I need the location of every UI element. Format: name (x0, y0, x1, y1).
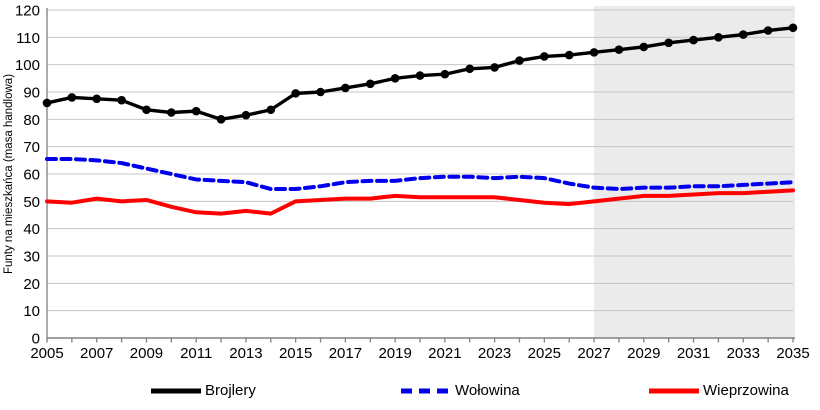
y-tick-label: 120 (15, 3, 40, 20)
data-point-brojlery (614, 45, 624, 54)
data-point-brojlery (291, 89, 300, 98)
y-tick-label: 0 (32, 331, 40, 348)
forecast-shaded-region (594, 6, 795, 338)
y-tick-label: 70 (23, 139, 40, 156)
data-point-brojlery (540, 52, 549, 61)
y-tick-label: 40 (23, 221, 40, 238)
wolowina-line-sample (401, 388, 451, 393)
legend-item-brojlery: Brojlery (150, 382, 256, 399)
data-point-brojlery (191, 106, 201, 116)
data-point-brojlery (639, 42, 649, 52)
data-point-brojlery (92, 94, 102, 104)
data-point-brojlery (564, 50, 574, 60)
data-point-brojlery (42, 98, 52, 108)
y-tick-label: 50 (23, 194, 40, 211)
y-tick-label: 10 (23, 303, 40, 320)
data-point-brojlery (763, 26, 773, 35)
y-tick-label: 110 (16, 30, 40, 47)
data-point-brojlery (341, 83, 350, 93)
plot-area: 2005 2007 2009 2011 2013 2015 2017 2019 2021 2023… (15, 3, 810, 363)
data-point-brojlery (390, 74, 400, 83)
legend-item-wolowina: Wołowina (400, 382, 520, 399)
y-tick-label: 60 (23, 167, 40, 184)
data-point-brojlery (167, 108, 176, 117)
data-point-brojlery (490, 63, 499, 72)
data-point-brojlery (365, 79, 375, 89)
data-point-brojlery (117, 95, 126, 105)
data-point-brojlery (415, 71, 425, 80)
x-tick-label: 2025 (528, 345, 561, 362)
data-point-brojlery (316, 87, 325, 97)
data-point-brojlery (142, 105, 151, 115)
y-tick-label: 30 (23, 249, 40, 266)
x-tick-label: 2033 (727, 345, 760, 362)
legend-label-wolowina: Wołowina (455, 382, 520, 399)
data-point-brojlery (216, 115, 226, 124)
x-tick-label: 2009 (130, 345, 163, 362)
wieprzowina-line-sample (649, 388, 699, 393)
x-tick-label: 2027 (577, 345, 610, 362)
x-tick-label: 2017 (329, 345, 362, 362)
data-point-brojlery (589, 48, 599, 57)
x-tick-label: 2019 (378, 345, 411, 362)
x-tick-label: 2031 (677, 345, 710, 362)
data-point-brojlery (689, 35, 698, 45)
x-tick-label: 2013 (229, 345, 262, 362)
x-tick-label: 2007 (80, 345, 113, 362)
y-tick-label: 80 (23, 112, 40, 129)
legend-item-wieprzowina: Wieprzowina (648, 382, 789, 399)
data-point-brojlery (241, 110, 251, 120)
y-tick-label: 90 (23, 85, 40, 102)
series-line-wieprzowina (45, 188, 795, 216)
y-tick-label: 20 (23, 276, 40, 293)
data-point-brojlery (67, 93, 77, 102)
x-tick-label: 2015 (279, 345, 312, 362)
legend-label-wieprzowina: Wieprzowina (703, 382, 789, 399)
brojlery-line-sample (151, 388, 201, 393)
x-tick-label: 2023 (478, 345, 511, 362)
x-tick-label: 2021 (428, 345, 461, 362)
data-point-brojlery (714, 33, 723, 42)
y-tick-label: 100 (15, 57, 40, 74)
data-point-brojlery (515, 56, 524, 65)
data-point-brojlery (440, 69, 450, 79)
data-point-brojlery (788, 23, 798, 33)
legend: Brojlery Wołowina Wieprzowina (0, 368, 820, 410)
series-line-wołowina (45, 156, 795, 192)
data-point-brojlery (465, 64, 475, 74)
legend-label-brojlery: Brojlery (205, 382, 256, 399)
x-tick-label: 2011 (180, 345, 212, 362)
data-point-brojlery (664, 38, 673, 48)
y-axis-title: Funty na mieszkańca (masa handlowa) (3, 74, 15, 274)
x-tick-label: 2035 (776, 345, 809, 362)
data-point-brojlery (266, 105, 276, 115)
x-tick-label: 2029 (627, 345, 660, 362)
x-tick-label: 2005 (30, 345, 63, 362)
line-chart: 2005 2007 2009 2011 2013 2015 2017 2019 2021 2023… (3, 3, 810, 363)
data-point-brojlery (738, 30, 748, 39)
